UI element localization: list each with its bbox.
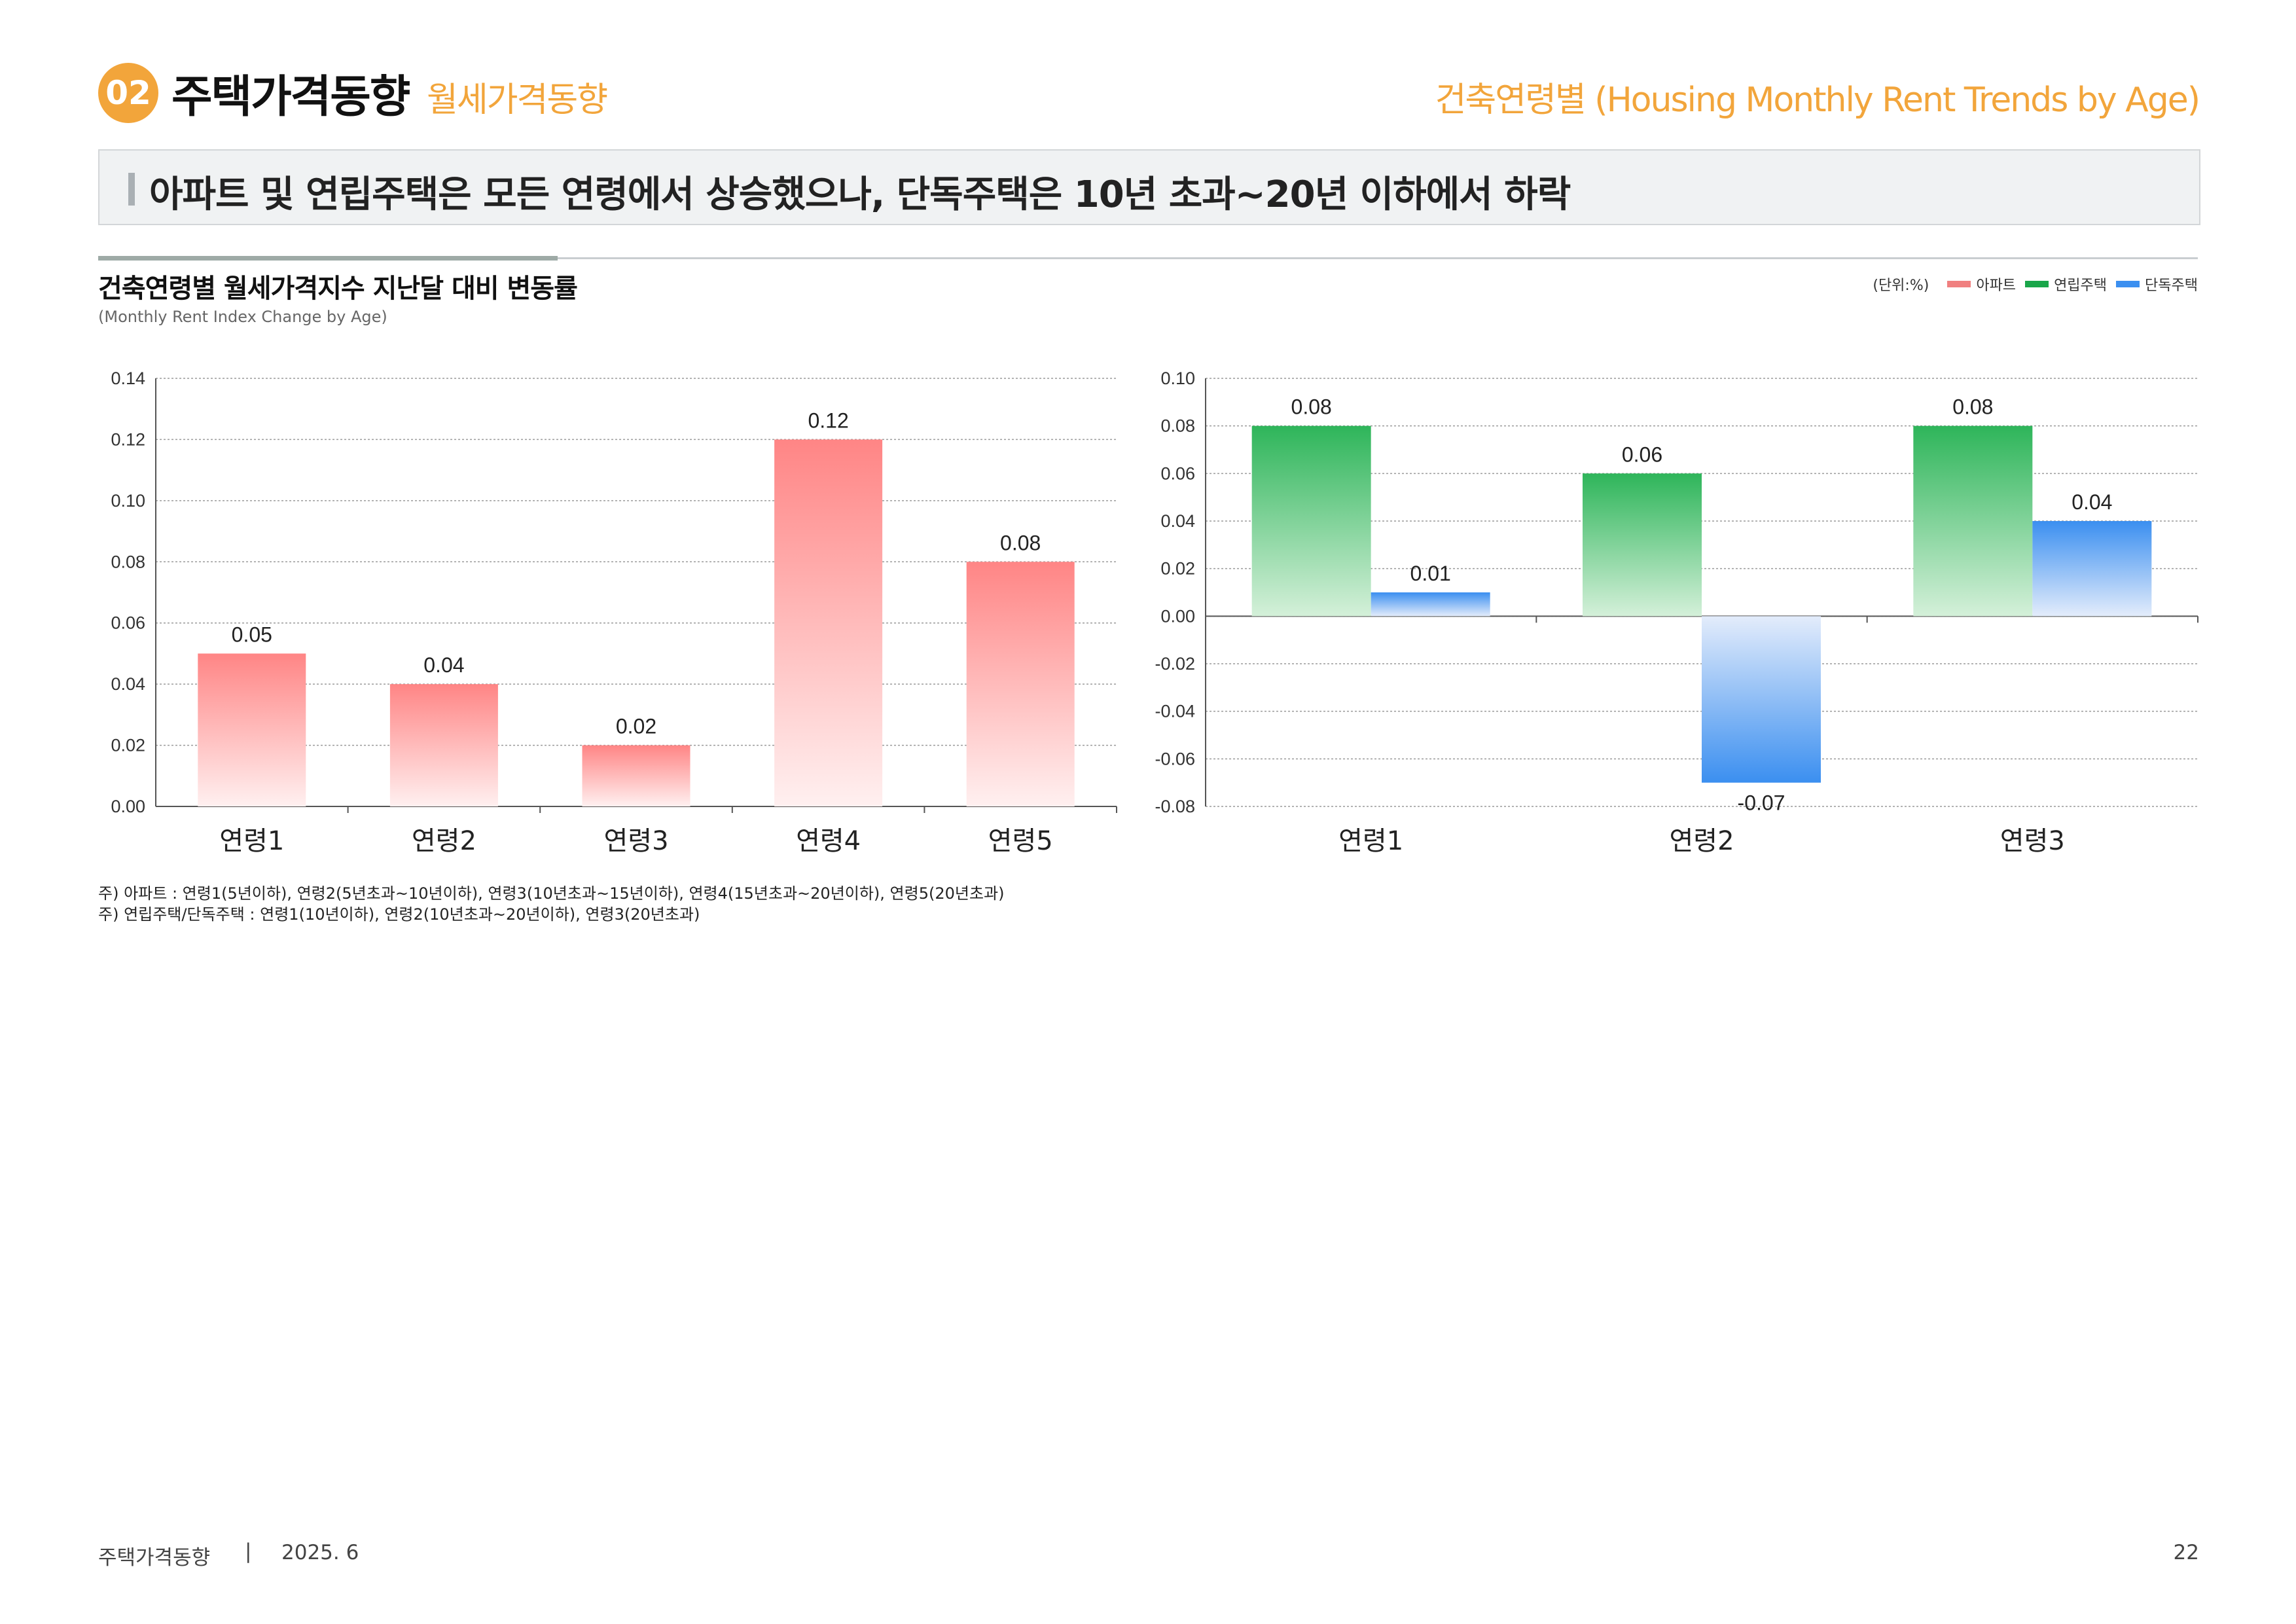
y-tick-label: 0.04 <box>111 674 145 694</box>
data-label: 0.06 <box>1622 442 1662 466</box>
y-tick-label: 0.06 <box>111 613 145 633</box>
y-tick-label: -0.02 <box>1155 654 1195 674</box>
legend-label: 단독주택 <box>2145 278 2198 294</box>
bar-아파트 <box>389 684 498 806</box>
x-category-label: 연령4 <box>796 826 861 856</box>
bar-아파트 <box>582 745 691 806</box>
bar-연립주택 <box>1583 473 1702 617</box>
bar-연립주택 <box>1913 425 2033 617</box>
legend-swatch-row-house <box>2025 281 2049 287</box>
chart-apartment: 0.14 0.12 0.10 0.08 0.06 0.04 0.02 0.00 연령1 0.05 연… <box>111 369 1117 856</box>
legend-swatch-apartment <box>1947 281 1971 287</box>
y-tick-label: 0.06 <box>1160 463 1195 483</box>
divider-accent <box>98 256 558 261</box>
footer-separator: | <box>245 1540 252 1563</box>
bar-아파트 <box>774 439 883 806</box>
x-category-label: 연령2 <box>412 826 476 856</box>
data-label: 0.12 <box>808 408 848 432</box>
x-category-label: 연령5 <box>988 826 1053 856</box>
footer-date: 2025. 6 <box>281 1541 359 1564</box>
y-tick-label: 0.02 <box>111 736 145 755</box>
legend-label: 아파트 <box>1976 278 2017 294</box>
y-tick-label: -0.08 <box>1155 797 1195 816</box>
data-label: 0.05 <box>232 623 272 646</box>
y-tick-label: 0.12 <box>111 429 145 449</box>
y-tick-label: 0.08 <box>111 552 145 571</box>
y-tick-label: 0.00 <box>1160 606 1195 626</box>
section-number-badge: 02 <box>98 63 158 123</box>
y-tick-label: 0.00 <box>111 797 145 816</box>
y-tick-label: 0.10 <box>111 491 145 511</box>
legend-item-apartment: 아파트 <box>1947 274 2016 295</box>
page-topic: 건축연령별 (Housing Monthly Rent Trends by Ag… <box>1435 81 2200 120</box>
page-number: 22 <box>2173 1541 2199 1564</box>
data-label: 0.02 <box>616 715 656 738</box>
chart-title: 건축연령별 월세가격지수 지난달 대비 변동률 <box>98 274 578 304</box>
chart-legend: (단위:%) 아파트 연립주택 단독주택 <box>1873 274 2198 295</box>
x-category-label: 연령1 <box>219 826 284 856</box>
legend-label: 연립주택 <box>2054 278 2108 294</box>
legend-swatch-detached-house <box>2116 281 2140 287</box>
bar-아파트 <box>198 653 306 806</box>
section-subtitle: 월세가격동향 <box>427 81 608 120</box>
bar-연립주택 <box>1251 425 1371 617</box>
data-label: 0.04 <box>423 653 464 677</box>
bar-단독주택 <box>1702 616 1821 783</box>
section-title: 주택가격동향 <box>171 71 410 123</box>
headline-box: 아파트 및 연립주택은 모든 연령에서 상승했으나, 단독주택은 10년 초과~… <box>98 149 2200 225</box>
headline-text: 아파트 및 연립주택은 모든 연령에서 상승했으나, 단독주택은 10년 초과~… <box>149 173 1571 216</box>
bar-단독주택 <box>2032 521 2152 617</box>
bar-단독주택 <box>1371 592 1490 617</box>
data-label: 0.08 <box>1291 395 1332 419</box>
charts: 0.14 0.12 0.10 0.08 0.06 0.04 0.02 0.00 연령1 0.05 연… <box>111 369 2198 856</box>
data-label: 0.08 <box>1952 395 1993 419</box>
legend-item-row-house: 연립주택 <box>2025 274 2107 295</box>
bar-아파트 <box>966 562 1075 806</box>
chart-subtitle: (Monthly Rent Index Change by Age) <box>98 308 387 326</box>
y-tick-label: -0.06 <box>1155 749 1195 768</box>
data-label: -0.07 <box>1738 791 1785 815</box>
unit-label: (단위:%) <box>1873 278 1929 294</box>
y-tick-label: 0.14 <box>111 369 145 388</box>
data-label: 0.04 <box>2072 490 2112 514</box>
data-label: 0.08 <box>1000 531 1041 554</box>
legend-item-detached-house: 단독주택 <box>2116 274 2198 295</box>
data-label: 0.01 <box>1410 562 1451 585</box>
divider-line <box>98 257 2198 259</box>
y-tick-label: 0.10 <box>1160 369 1195 388</box>
chart-row-detached: 0.10 0.08 0.06 0.04 0.02 0.00 -0.02 -0.04 -0.06 -… <box>1155 369 2198 856</box>
note-apartment: 주) 아파트 : 연령1(5년이하), 연령2(5년초과~10년이하), 연령3… <box>98 884 1005 903</box>
x-category-label: 연령1 <box>1338 826 1403 856</box>
note-row-detached: 주) 연립주택/단독주택 : 연령1(10년이하), 연령2(10년초과~20년… <box>98 905 700 924</box>
y-tick-label: 0.04 <box>1160 511 1195 531</box>
headline-accent-bar <box>128 173 135 206</box>
x-category-label: 연령3 <box>2000 826 2065 856</box>
y-tick-label: 0.08 <box>1160 416 1195 436</box>
y-tick-label: -0.04 <box>1155 702 1195 721</box>
x-category-label: 연령2 <box>1669 826 1734 856</box>
footer-title: 주택가격동향 <box>98 1546 211 1570</box>
y-tick-label: 0.02 <box>1160 559 1195 579</box>
x-category-label: 연령3 <box>603 826 668 856</box>
